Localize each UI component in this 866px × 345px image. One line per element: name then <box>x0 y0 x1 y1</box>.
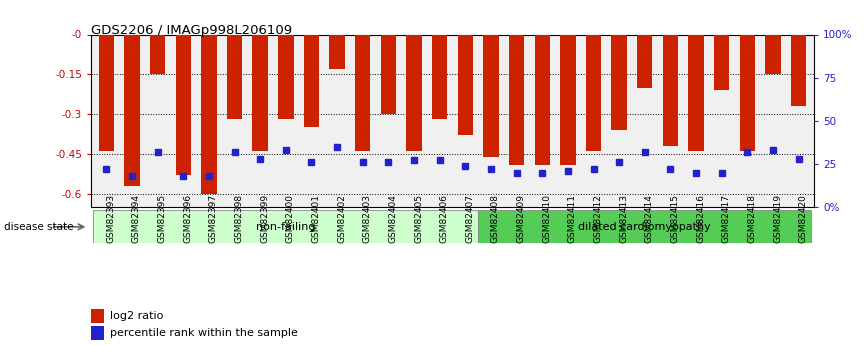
Text: log2 ratio: log2 ratio <box>111 311 164 321</box>
Bar <box>94 210 478 243</box>
Text: GSM82416: GSM82416 <box>696 194 705 243</box>
Bar <box>91 326 104 340</box>
Text: GSM82409: GSM82409 <box>517 194 526 243</box>
Text: GSM82414: GSM82414 <box>645 194 654 243</box>
Bar <box>688 34 704 151</box>
Bar <box>381 34 396 114</box>
Text: GSM82407: GSM82407 <box>465 194 475 243</box>
Text: GSM82417: GSM82417 <box>721 194 731 243</box>
Text: GSM82405: GSM82405 <box>414 194 423 243</box>
Text: GSM82408: GSM82408 <box>491 194 500 243</box>
Text: GSM82413: GSM82413 <box>619 194 628 243</box>
Bar <box>534 34 550 165</box>
Bar <box>201 34 216 194</box>
Text: GSM82400: GSM82400 <box>286 194 294 243</box>
Bar <box>637 34 652 88</box>
Bar <box>791 34 806 106</box>
Text: GSM82411: GSM82411 <box>568 194 577 243</box>
Text: GDS2206 / IMAGp998L206109: GDS2206 / IMAGp998L206109 <box>91 24 292 37</box>
Bar <box>432 34 448 119</box>
Text: GSM82399: GSM82399 <box>260 194 269 243</box>
Text: non-failing: non-failing <box>256 222 315 232</box>
Bar <box>227 34 242 119</box>
Text: GSM82396: GSM82396 <box>184 194 192 243</box>
Bar <box>714 34 729 90</box>
Bar <box>478 210 811 243</box>
Text: GSM82415: GSM82415 <box>670 194 680 243</box>
Text: GSM82394: GSM82394 <box>132 194 141 243</box>
Bar <box>176 34 191 175</box>
Bar <box>483 34 499 157</box>
Text: disease state: disease state <box>4 222 74 232</box>
Bar <box>329 34 345 69</box>
Bar <box>253 34 268 151</box>
Bar <box>278 34 294 119</box>
Bar <box>124 34 139 186</box>
Text: GSM82397: GSM82397 <box>209 194 218 243</box>
Text: GSM82401: GSM82401 <box>312 194 320 243</box>
Text: GSM82412: GSM82412 <box>593 194 603 243</box>
Bar <box>457 34 473 135</box>
Bar <box>355 34 371 151</box>
Bar <box>99 34 114 151</box>
Text: GSM82406: GSM82406 <box>440 194 449 243</box>
Bar <box>585 34 601 151</box>
Text: dilated cardiomyopathy: dilated cardiomyopathy <box>578 222 711 232</box>
Text: GSM82410: GSM82410 <box>542 194 552 243</box>
Bar <box>560 34 576 165</box>
Text: percentile rank within the sample: percentile rank within the sample <box>111 328 298 338</box>
Bar <box>662 34 678 146</box>
Text: GSM82398: GSM82398 <box>235 194 243 243</box>
Text: GSM82395: GSM82395 <box>158 194 166 243</box>
Text: GSM82393: GSM82393 <box>107 194 115 243</box>
Text: GSM82419: GSM82419 <box>773 194 782 243</box>
Bar <box>509 34 524 165</box>
Bar <box>406 34 422 151</box>
Bar <box>150 34 165 74</box>
Bar <box>611 34 627 130</box>
Bar <box>304 34 320 127</box>
Bar <box>740 34 755 151</box>
Text: GSM82403: GSM82403 <box>363 194 372 243</box>
Text: GSM82418: GSM82418 <box>747 194 756 243</box>
Text: GSM82404: GSM82404 <box>388 194 397 243</box>
Bar <box>766 34 781 74</box>
Bar <box>91 309 104 323</box>
Text: GSM82420: GSM82420 <box>798 194 808 243</box>
Text: GSM82402: GSM82402 <box>337 194 346 243</box>
